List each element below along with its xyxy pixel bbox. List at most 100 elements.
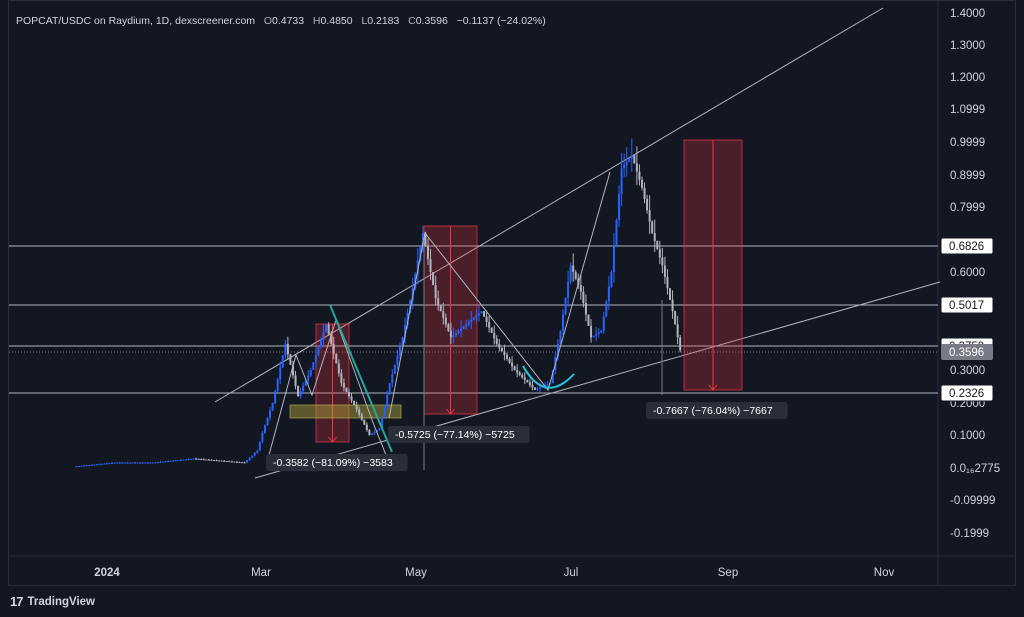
candle-body (330, 334, 333, 344)
candle-body (121, 462, 124, 464)
candle-body (574, 272, 577, 279)
candles (75, 138, 682, 468)
candle-body (332, 343, 335, 354)
candle-body (424, 232, 427, 246)
candle-body (551, 370, 554, 384)
candle-body (600, 330, 603, 333)
price-level-badge-bg (940, 296, 994, 314)
lower-trendline (254, 281, 941, 479)
candle-body (108, 463, 111, 465)
measurement-label: -0.7667 (−76.04%) −7667 (646, 402, 788, 419)
candle-body (144, 462, 147, 464)
candle-body (322, 331, 325, 340)
chart-header: POPCAT/USDC on Raydium, 1D, dexscreener.… (16, 15, 546, 27)
candle-body (671, 299, 674, 312)
candle-body (337, 363, 340, 374)
candle-body (162, 461, 165, 463)
candle-body (421, 232, 424, 247)
candle-body (531, 384, 534, 388)
candle-body (85, 465, 88, 467)
candle-body (597, 332, 600, 335)
candle-body (447, 324, 450, 331)
candle-body (669, 288, 672, 300)
price-level-badge: 0.6826 (940, 237, 994, 255)
candle-body (118, 462, 121, 464)
candle-body (167, 461, 170, 463)
candle-body (187, 459, 190, 461)
candle-body (615, 219, 618, 246)
candle-body (648, 210, 651, 222)
candle-body (426, 245, 429, 259)
candle-body (546, 384, 549, 386)
price-level-badge: 0.5017 (940, 296, 994, 314)
candle-body (419, 246, 422, 261)
candle-body (503, 351, 506, 356)
candle-body (373, 431, 376, 434)
candle-body (281, 355, 284, 368)
candle-body (123, 462, 126, 464)
measurement-label: -0.5725 (−77.14%) −5725 (388, 426, 530, 443)
candle-body (495, 338, 498, 344)
candle-body (274, 391, 277, 403)
candle-body (444, 317, 447, 325)
candle-body (149, 462, 152, 464)
candle-body (266, 417, 269, 426)
drawdown-arrow-head (328, 436, 337, 443)
candle-body (95, 464, 98, 466)
candle-body (633, 155, 636, 164)
candle-body (261, 432, 264, 442)
time-tick-label: Jul (564, 567, 579, 579)
drawdown-arrow-head (446, 408, 455, 415)
price-tick-label: -0.1999 (950, 528, 989, 540)
footer[interactable]: 17 TradingView (10, 594, 95, 609)
price-level-badge-bg (941, 344, 993, 360)
candle-body (131, 462, 134, 464)
price-tick-label: 1.3000 (950, 40, 985, 52)
candle-body (348, 392, 351, 397)
price-tick-label: 0.8999 (950, 170, 985, 182)
candle-body (263, 425, 266, 433)
tradingview-brand: TradingView (27, 595, 95, 608)
candle-body (243, 462, 246, 464)
candle-body (235, 461, 238, 463)
candle-body (365, 424, 368, 430)
candle-body (215, 460, 218, 462)
tradingview-logo-icon: 17 (10, 594, 24, 609)
candle-body (83, 465, 86, 467)
candle-body (605, 301, 608, 317)
time-tick-label: May (405, 567, 427, 579)
candle-body (661, 257, 664, 266)
candle-body (134, 462, 137, 464)
candle-body (526, 379, 529, 383)
candle-body (106, 463, 108, 465)
open-label: O (263, 15, 272, 27)
candle-body (200, 459, 203, 461)
candle-body (335, 353, 338, 364)
candle-body (556, 343, 559, 357)
candle-body (358, 409, 361, 415)
candle-body (271, 403, 274, 411)
candle-body (528, 382, 531, 385)
candle-body (666, 276, 669, 289)
candle-body (276, 379, 279, 392)
candle-body (398, 346, 401, 356)
candle-body (291, 364, 294, 376)
candle-body (230, 461, 233, 463)
change-value: −0.1137 (−24.02%) (456, 15, 546, 27)
candle-body (477, 313, 480, 316)
candle-body (391, 373, 394, 384)
candle-body (327, 324, 330, 335)
price-level-label: 0.3596 (949, 347, 984, 359)
candle-body (640, 179, 643, 188)
candle-body (159, 461, 162, 463)
candle-body (302, 385, 305, 392)
price-tick-label: -0.09999 (950, 495, 995, 507)
candle-body (309, 370, 312, 376)
time-tick-label: Nov (874, 567, 895, 579)
close-label: C (408, 15, 416, 27)
candle-body (139, 462, 142, 464)
candle-body (246, 460, 249, 463)
candle-body (498, 343, 501, 348)
candle-body (393, 364, 396, 374)
